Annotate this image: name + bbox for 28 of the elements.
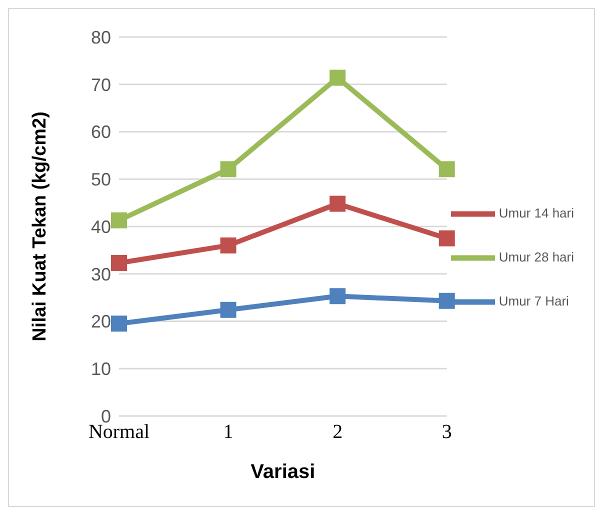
legend-label: Umur 28 hari (498, 248, 574, 264)
x-tick-label: 1 (223, 421, 234, 444)
y-tick-label: 30 (90, 264, 111, 284)
point (220, 161, 236, 178)
legend-label: Umur 7 Hari (498, 292, 569, 308)
y-axis-title: Nilai Kuat Tekan (kg/cm2) (30, 112, 51, 342)
legend-label: Umur 14 hari (498, 204, 574, 220)
point (330, 288, 346, 304)
y-tick-label: 70 (90, 74, 111, 95)
point (111, 254, 127, 271)
y-tick-label: 60 (90, 122, 111, 142)
y-tick-label: 10 (90, 359, 111, 380)
x-axis-title: Variasi (250, 461, 316, 483)
point (111, 212, 127, 228)
point (220, 302, 236, 318)
point (438, 161, 455, 178)
point (438, 292, 455, 309)
x-tick-label: 2 (332, 421, 343, 444)
point (220, 237, 236, 254)
y-tick-label: 80 (90, 27, 111, 48)
point (111, 316, 127, 332)
x-tick-label: 3 (442, 421, 452, 444)
y-tick-label: 50 (90, 170, 111, 190)
y-tick-label: 20 (90, 312, 111, 332)
point (438, 230, 455, 246)
point (330, 70, 346, 86)
y-tick-label: 40 (90, 216, 111, 237)
point (330, 196, 346, 212)
